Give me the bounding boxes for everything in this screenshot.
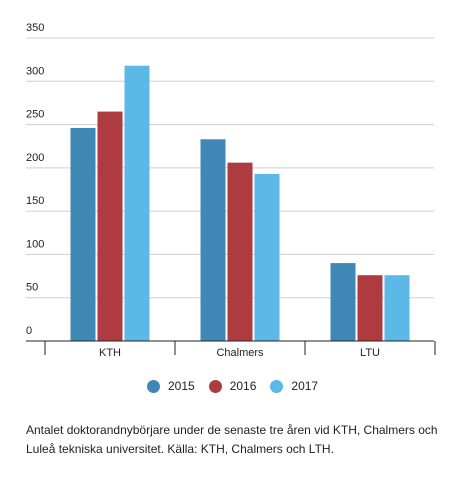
legend-item-2015: 2015 xyxy=(147,379,195,393)
bar-ltu-2016 xyxy=(357,275,383,341)
bar-chalmers-2015 xyxy=(200,139,226,341)
x-category-label: LTU xyxy=(360,347,380,359)
y-tick-label: 100 xyxy=(26,238,44,250)
bar-kth-2015 xyxy=(70,128,96,341)
y-tick-label: 0 xyxy=(26,325,32,337)
legend-label: 2017 xyxy=(291,379,319,393)
x-category-label: Chalmers xyxy=(216,347,264,359)
bar-kth-2017 xyxy=(124,65,150,342)
y-tick-label: 350 xyxy=(26,22,44,34)
bar-chart: 0 50 100 150 200 250 300 350 KTH Chalmers LTU xyxy=(26,22,436,359)
legend-swatch xyxy=(147,379,160,393)
legend-swatch xyxy=(270,379,284,393)
legend-item-2017: 2017 xyxy=(270,379,318,393)
y-tick-label: 200 xyxy=(26,152,44,164)
bar-chalmers-2016 xyxy=(227,162,253,341)
legend-items: 2015 2016 2017 xyxy=(147,379,332,393)
legend-item-2016: 2016 xyxy=(208,379,257,393)
legend: 2015 2016 2017 xyxy=(0,375,460,399)
bar-chalmers-2017 xyxy=(254,173,280,341)
legend-label: 2015 xyxy=(168,379,195,393)
y-tick-label: 150 xyxy=(26,195,44,207)
legend-swatch xyxy=(208,379,222,393)
legend-label: 2016 xyxy=(229,379,257,393)
y-tick-label: 250 xyxy=(26,109,44,121)
x-axis: KTH Chalmers LTU xyxy=(26,340,436,359)
bar-ltu-2017 xyxy=(384,275,410,341)
chart-caption: Antalet doktorandnybörjare under de sena… xyxy=(26,423,438,456)
bars xyxy=(70,65,410,342)
x-category-label: KTH xyxy=(99,347,121,359)
y-tick-label: 50 xyxy=(26,282,38,294)
bar-ltu-2015 xyxy=(330,263,356,341)
y-axis-ticks: 0 50 100 150 200 250 300 350 xyxy=(26,22,44,337)
bar-kth-2016 xyxy=(97,111,123,341)
y-tick-label: 300 xyxy=(26,65,44,77)
